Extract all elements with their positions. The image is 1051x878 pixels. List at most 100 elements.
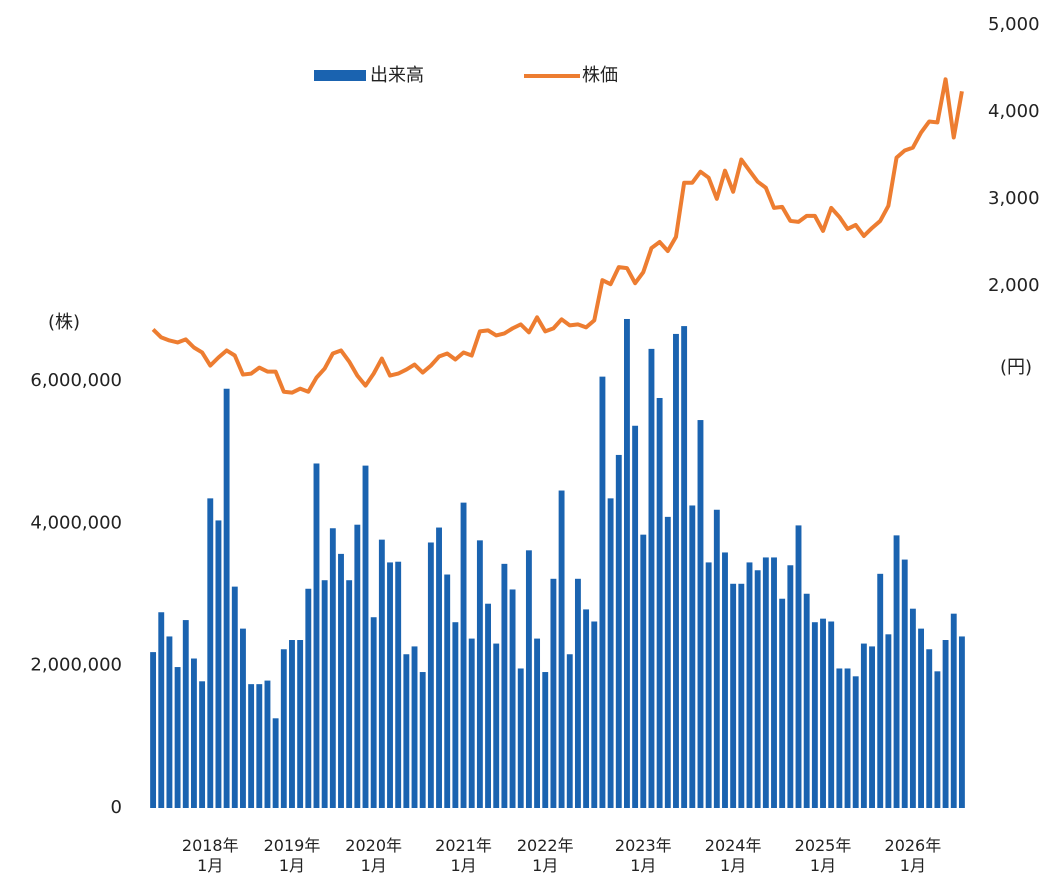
x-tick-label: 2020年 1月 <box>345 836 403 875</box>
bar <box>297 640 304 808</box>
bar <box>460 502 467 808</box>
bar <box>624 318 630 808</box>
bar <box>803 593 810 808</box>
bar <box>697 420 704 808</box>
bar <box>664 516 671 808</box>
bar <box>722 552 728 808</box>
x-tick-label: 2019年 1月 <box>263 836 321 875</box>
y-tick-label: 4,000,000 <box>30 512 122 533</box>
bar <box>860 643 867 808</box>
y2-tick-label: 4,000 <box>988 101 1040 122</box>
legend-label: 株価 <box>582 65 618 86</box>
bar <box>289 640 295 808</box>
bar <box>885 634 892 808</box>
bar <box>550 578 557 808</box>
bar <box>958 636 965 808</box>
bar <box>828 621 835 808</box>
bar <box>820 618 826 808</box>
bar <box>574 578 581 808</box>
bar <box>844 668 851 808</box>
bar <box>926 649 933 808</box>
bar <box>607 498 614 808</box>
bar <box>869 646 875 808</box>
bar <box>387 562 393 808</box>
bar <box>182 620 189 808</box>
bar <box>525 550 532 808</box>
x-tick-label: 2024年 1月 <box>704 836 762 875</box>
bar <box>558 490 565 808</box>
bar <box>673 333 679 808</box>
bar <box>256 684 263 808</box>
bar <box>419 672 426 808</box>
bar <box>836 668 843 808</box>
bar <box>248 684 255 808</box>
bar <box>215 520 222 808</box>
bar <box>403 654 410 808</box>
bar <box>754 570 761 808</box>
y2-axis-label: (円) <box>1000 357 1032 378</box>
bar <box>207 498 214 808</box>
legend-swatch <box>314 70 366 81</box>
bar <box>779 598 786 808</box>
bar <box>444 574 451 808</box>
x-tick-label: 2022年 1月 <box>516 836 574 875</box>
bar <box>346 580 353 808</box>
bar <box>730 583 737 808</box>
bar <box>787 565 794 808</box>
bar <box>746 562 753 808</box>
bar <box>534 638 541 808</box>
bar <box>501 563 508 808</box>
bar <box>632 425 639 808</box>
y2-tick-label: 5,000 <box>988 14 1040 35</box>
bar <box>305 588 312 808</box>
bar <box>272 718 279 808</box>
bar <box>640 534 647 808</box>
price-line <box>151 77 964 395</box>
bar <box>411 646 418 808</box>
bar <box>934 671 941 808</box>
bar <box>877 573 884 808</box>
bar <box>436 527 442 808</box>
y-tick-label: 2,000,000 <box>30 655 122 676</box>
bar <box>231 586 238 808</box>
bar <box>705 562 712 808</box>
bar <box>901 559 908 808</box>
bar <box>648 348 655 808</box>
bar <box>223 388 230 808</box>
bar <box>918 628 925 808</box>
bar <box>378 539 385 808</box>
bar <box>240 628 246 808</box>
y2-tick-label: 2,000 <box>988 275 1040 296</box>
y-tick-label: 0 <box>111 797 122 818</box>
bar <box>190 658 197 808</box>
bar <box>476 540 483 808</box>
bar <box>583 609 590 808</box>
bar <box>542 672 549 808</box>
bar <box>150 652 157 808</box>
bar <box>942 640 949 808</box>
x-tick-label: 2018年 1月 <box>181 836 239 875</box>
bar <box>893 535 900 808</box>
bar <box>338 553 344 808</box>
bar <box>950 613 957 808</box>
bar <box>811 622 818 808</box>
bar <box>174 667 181 808</box>
bar <box>509 589 516 808</box>
bar <box>599 376 606 808</box>
y-axis-label: (株) <box>48 312 80 333</box>
bar <box>681 326 688 808</box>
x-tick-label: 2023年 1月 <box>614 836 672 875</box>
bar <box>762 557 769 808</box>
bar <box>427 542 434 808</box>
bar <box>329 528 336 808</box>
bar <box>468 638 475 808</box>
x-tick-label: 2026年 1月 <box>884 836 942 875</box>
bar <box>713 509 720 808</box>
bar <box>591 621 598 808</box>
y-tick-label: 6,000,000 <box>30 370 122 391</box>
bar <box>738 583 745 808</box>
bar <box>166 636 173 808</box>
bar <box>313 463 320 808</box>
